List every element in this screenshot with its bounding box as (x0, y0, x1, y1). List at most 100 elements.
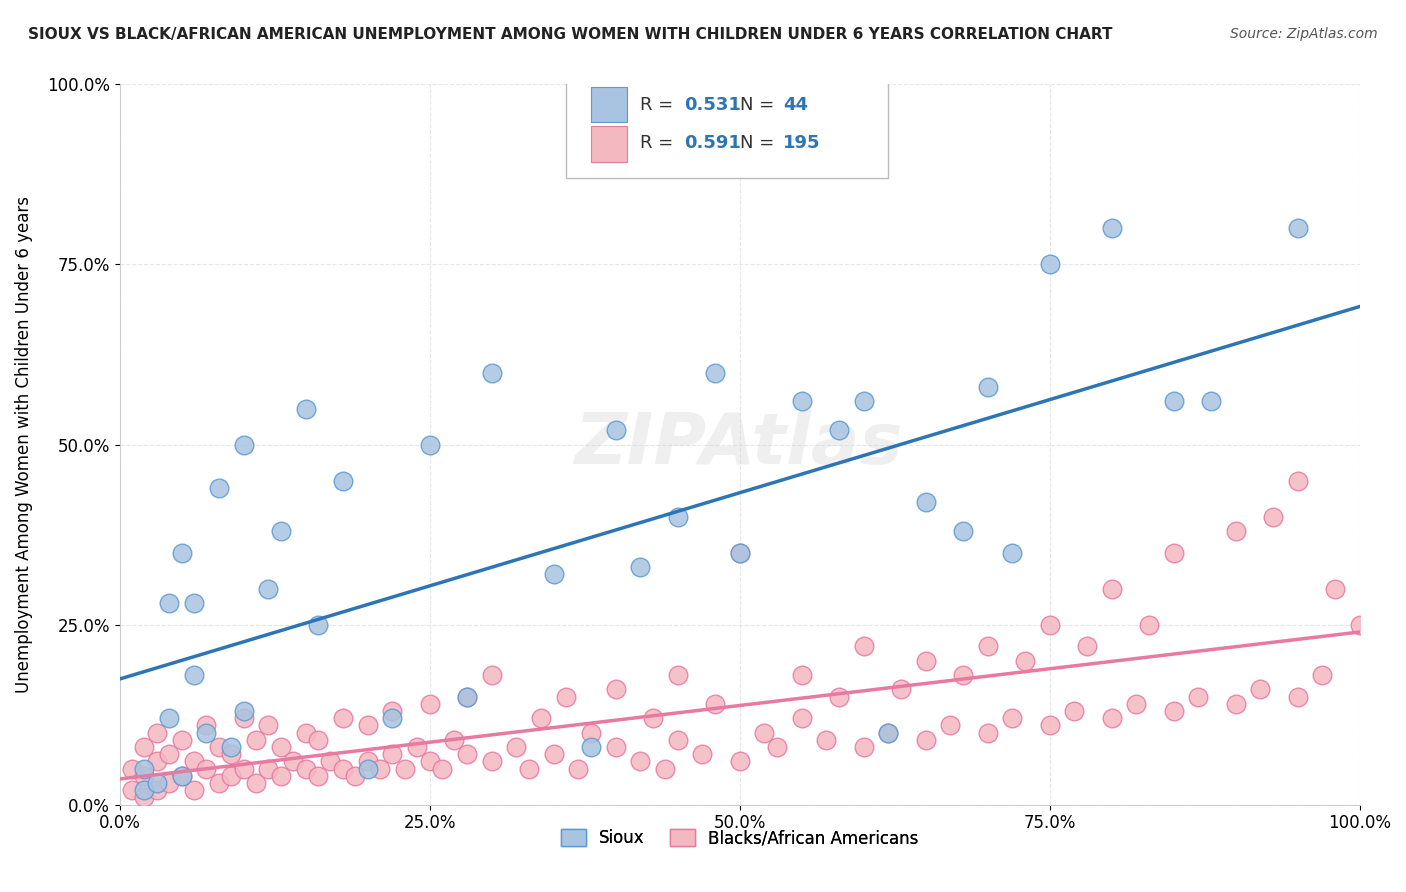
Point (877, 725, 900, 739)
Text: Source: ZipAtlas.com: Source: ZipAtlas.com (1230, 27, 1378, 41)
Point (245, 732, 267, 747)
Point (1014, 654, 1036, 668)
Point (481, 668, 503, 682)
Point (481, 755, 503, 769)
Point (121, 783, 143, 797)
Point (257, 582, 280, 596)
Point (146, 776, 169, 790)
Point (543, 567, 565, 582)
Point (294, 401, 316, 416)
Point (567, 762, 589, 776)
Point (1348, 617, 1371, 632)
Point (381, 704, 404, 718)
Point (170, 732, 193, 747)
Point (456, 690, 478, 704)
Point (852, 740, 875, 755)
Point (1125, 697, 1147, 711)
Point (505, 740, 527, 755)
Point (270, 524, 292, 538)
Point (406, 740, 429, 755)
Point (1137, 617, 1160, 632)
Point (195, 762, 218, 776)
Point (381, 747, 404, 762)
Text: 195: 195 (783, 135, 821, 153)
Point (456, 747, 478, 762)
Point (283, 755, 305, 769)
Point (1076, 639, 1098, 653)
Point (555, 690, 578, 704)
Point (641, 711, 664, 725)
Point (257, 762, 280, 776)
Point (852, 639, 875, 653)
Point (1101, 711, 1123, 725)
Point (1063, 704, 1085, 718)
Point (208, 740, 231, 755)
Point (1310, 668, 1333, 682)
Point (952, 668, 974, 682)
Point (1038, 617, 1060, 632)
Point (815, 732, 838, 747)
Point (419, 697, 441, 711)
Point (232, 704, 254, 718)
Point (419, 437, 441, 451)
Point (170, 769, 193, 783)
Point (1225, 524, 1247, 538)
Point (890, 682, 912, 697)
Text: 44: 44 (783, 95, 808, 113)
Point (356, 755, 378, 769)
Point (1038, 258, 1060, 272)
Point (976, 725, 998, 739)
Point (219, 769, 242, 783)
Point (219, 747, 242, 762)
Point (270, 740, 292, 755)
Point (294, 762, 316, 776)
Point (245, 776, 267, 790)
Point (852, 394, 875, 409)
Point (579, 725, 602, 739)
Point (170, 546, 193, 560)
Point (976, 380, 998, 394)
Point (765, 740, 787, 755)
Point (605, 682, 627, 697)
Point (728, 546, 751, 560)
Text: R =: R = (640, 95, 679, 113)
FancyBboxPatch shape (567, 70, 889, 178)
Point (332, 762, 354, 776)
Point (579, 740, 602, 755)
Point (232, 762, 254, 776)
Text: SIOUX VS BLACK/AFRICAN AMERICAN UNEMPLOYMENT AMONG WOMEN WITH CHILDREN UNDER 6 Y: SIOUX VS BLACK/AFRICAN AMERICAN UNEMPLOY… (28, 27, 1112, 42)
Point (232, 437, 254, 451)
Point (1187, 690, 1209, 704)
Point (692, 747, 714, 762)
Point (134, 769, 156, 783)
Point (134, 740, 156, 755)
Point (543, 747, 565, 762)
Point (1001, 546, 1024, 560)
Point (208, 481, 231, 495)
Point (1163, 546, 1185, 560)
Point (703, 697, 725, 711)
Point (877, 725, 900, 739)
Point (666, 732, 689, 747)
Point (914, 495, 936, 509)
Point (952, 524, 974, 538)
Point (394, 762, 416, 776)
Point (1286, 474, 1309, 488)
Point (170, 769, 193, 783)
Legend: Sioux, Blacks/African Americans: Sioux, Blacks/African Americans (554, 822, 925, 854)
Point (319, 755, 342, 769)
Text: R =: R = (640, 135, 679, 153)
Point (1249, 682, 1271, 697)
FancyBboxPatch shape (591, 87, 627, 122)
Point (914, 654, 936, 668)
Point (270, 769, 292, 783)
Point (628, 755, 651, 769)
Point (914, 732, 936, 747)
Point (1286, 690, 1309, 704)
Point (456, 690, 478, 704)
Point (1261, 509, 1284, 524)
Point (790, 711, 813, 725)
Point (1163, 704, 1185, 718)
Point (356, 762, 378, 776)
Point (134, 783, 156, 797)
